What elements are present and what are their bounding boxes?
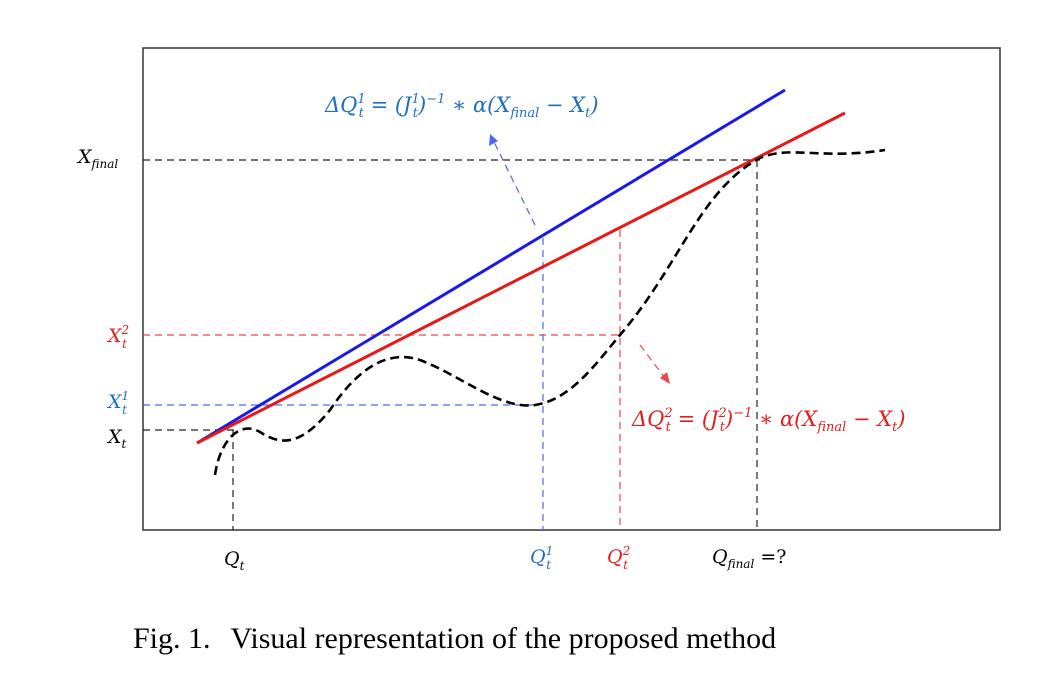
- jacobian-line-1: [196, 88, 786, 445]
- red-arrow: [639, 344, 666, 379]
- blue-arrowhead: [489, 134, 498, 146]
- label-q-t: Qt: [224, 548, 245, 573]
- label-q-final: Qfinal =?: [712, 546, 786, 571]
- equation-2: ΔQ2 t = (J2 t)−1 ∗ α(Xfinal − Xt): [631, 406, 906, 435]
- figure-caption: Fig. 1. Visual representation of the prop…: [133, 622, 776, 655]
- plot-frame: [142, 47, 1001, 531]
- label-q-t2: Q2 t: [607, 544, 630, 572]
- jacobian-line-2: [196, 111, 846, 445]
- label-q-t1: Q1 t: [530, 544, 553, 572]
- blue-arrow: [493, 141, 536, 226]
- label-x-t: Xt: [106, 426, 127, 451]
- label-x-final: Xfinal: [76, 146, 118, 171]
- label-x-t1: X1 t: [106, 389, 129, 417]
- label-x-t2: X2 t: [106, 323, 129, 351]
- true-function-curve: [213, 148, 886, 476]
- equation-1: ΔQ1 t = (J1 t)−1 ∗ α(Xfinal − Xt): [324, 92, 599, 121]
- red-arrowhead: [660, 372, 670, 384]
